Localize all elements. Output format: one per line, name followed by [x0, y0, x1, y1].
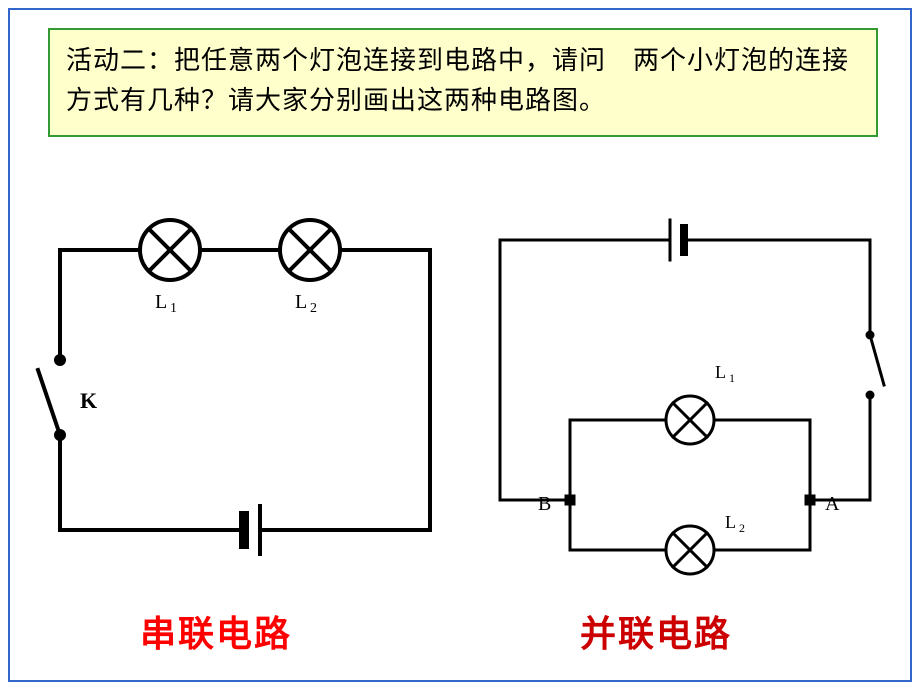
series-circuit-diagram: L 1 L 2 K [30, 210, 460, 580]
svg-text:A: A [825, 493, 840, 515]
series-caption: 串联电路 [140, 605, 292, 657]
svg-text:B: B [538, 493, 551, 515]
svg-text:K: K [80, 388, 97, 413]
svg-text:1: 1 [170, 301, 177, 316]
question-text: 活动二：把任意两个灯泡连接到电路中，请问 两个小灯泡的连接方式有几种？请大家分别… [66, 45, 849, 115]
svg-text:2: 2 [739, 521, 745, 535]
svg-text:L: L [715, 362, 726, 382]
diagram-area: L 1 L 2 K [10, 210, 914, 590]
slide-frame: 活动二：把任意两个灯泡连接到电路中，请问 两个小灯泡的连接方式有几种？请大家分别… [8, 8, 912, 682]
svg-text:L: L [725, 512, 736, 532]
parallel-circuit-diagram: L 1 L 2 B A [480, 210, 900, 590]
svg-text:L: L [295, 291, 307, 313]
svg-text:L: L [155, 291, 167, 313]
question-box: 活动二：把任意两个灯泡连接到电路中，请问 两个小灯泡的连接方式有几种？请大家分别… [48, 28, 878, 137]
svg-text:2: 2 [310, 301, 317, 316]
parallel-caption: 并联电路 [580, 605, 732, 657]
svg-text:1: 1 [729, 371, 735, 385]
